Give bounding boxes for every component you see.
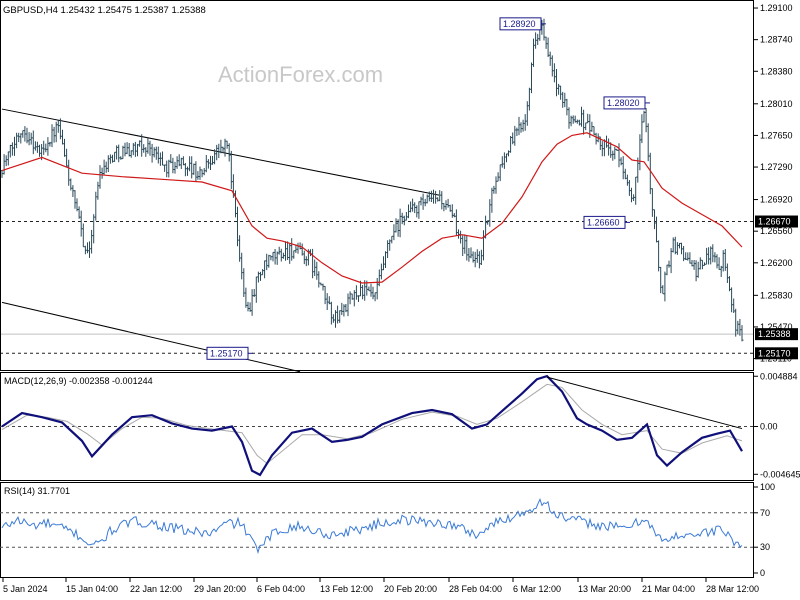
time-tick-label: 5 Jan 2024 xyxy=(3,584,48,594)
rsi-line xyxy=(1,497,743,555)
time-tick-label: 29 Jan 20:00 xyxy=(194,584,246,594)
macd-tick-label: 0.004884 xyxy=(760,371,798,381)
price-trendline xyxy=(1,301,301,373)
macd-line xyxy=(1,374,743,477)
time-tick-label: 21 Mar 04:00 xyxy=(642,584,695,594)
moving-average-line xyxy=(1,132,743,284)
price-panel-frame xyxy=(0,0,754,371)
time-tick-label: 28 Mar 12:00 xyxy=(706,584,759,594)
price-tick-label: 1.29100 xyxy=(760,3,793,13)
time-tick-label: 28 Feb 04:00 xyxy=(449,584,502,594)
price-tick-label: 1.28010 xyxy=(760,99,793,109)
rsi-title: RSI(14) 31.7701 xyxy=(4,486,70,496)
price-level-tag xyxy=(755,215,798,228)
watermark: ActionForex.com xyxy=(218,62,383,87)
time-axis: 5 Jan 2024 15 Jan 04:00 22 Jan 12:00 29 Jan… xyxy=(2,577,759,594)
macd-panel: 0.004884 0.00 -0.004645 MACD(12,26,9) -0.0… xyxy=(0,371,800,481)
macd-lines xyxy=(1,374,743,477)
price-level-tag-label: 1.25388 xyxy=(758,329,791,339)
rsi-axis: 100 70 30 0 xyxy=(754,482,775,578)
price-panel: ActionForex.com 1.29100 1.28740 1.28380 1.2… xyxy=(0,0,798,373)
macd-tick-label: 0.00 xyxy=(760,422,778,432)
rsi-panel-frame xyxy=(0,482,754,578)
time-tick-label: 6 Feb 04:00 xyxy=(257,584,305,594)
price-tick-label: 1.25830 xyxy=(760,290,793,300)
price-tick-label: 1.25470 xyxy=(760,322,793,332)
annotation-label: 1.28020 xyxy=(607,98,640,108)
price-tick-label: 1.26560 xyxy=(760,226,793,236)
time-tick-label: 13 Mar 20:00 xyxy=(578,584,631,594)
rsi-tick-label: 30 xyxy=(760,542,770,552)
annotation-box xyxy=(206,346,249,360)
price-title-background xyxy=(1,1,239,19)
rsi-tick-label: 70 xyxy=(760,508,770,518)
price-axis-labels: 1.26670 1.25170 1.25388 xyxy=(755,215,798,360)
annotation-box xyxy=(603,96,646,110)
time-tick-label: 6 Mar 12:00 xyxy=(513,584,561,594)
price-title: GBPUSD,H4 1.25432 1.25475 1.25387 1.2538… xyxy=(3,5,206,16)
annotation-label: 1.28920 xyxy=(503,19,536,29)
annotation-label: 1.26660 xyxy=(587,217,620,227)
time-tick-label: 13 Feb 12:00 xyxy=(320,584,373,594)
price-level-tag xyxy=(755,328,798,341)
rsi-panel: 100 70 30 0 RSI(14) 31.7701 xyxy=(0,482,775,578)
rsi-tick-label: 0 xyxy=(760,568,765,578)
macd-axis: 0.004884 0.00 -0.004645 xyxy=(754,371,800,479)
macd-trendline xyxy=(546,376,743,430)
price-tick-label: 1.28740 xyxy=(760,35,793,45)
time-tick-label: 20 Feb 20:00 xyxy=(384,584,437,594)
moving-average xyxy=(1,132,743,284)
price-tick-label: 1.27650 xyxy=(760,130,793,140)
price-tick-label: 1.26200 xyxy=(760,258,793,268)
price-tick-label: 1.28380 xyxy=(760,66,793,76)
price-level-lines xyxy=(0,221,754,354)
annotation-label: 1.25170 xyxy=(210,348,243,358)
annotation-box xyxy=(499,17,542,31)
macd-title: MACD(12,26,9) -0.002358 -0.001244 xyxy=(4,376,153,386)
rsi-tick-label: 100 xyxy=(760,482,775,492)
price-level-tag xyxy=(755,347,798,360)
rsi-line xyxy=(1,497,743,555)
macd-trendline xyxy=(546,376,743,430)
time-tick-label: 15 Jan 04:00 xyxy=(66,584,118,594)
price-annotations: 1.28920 1.28020 1.26660 1.25170 xyxy=(206,17,650,360)
macd-tick-label: -0.004645 xyxy=(760,469,800,479)
price-tick-label: 1.26920 xyxy=(760,195,793,205)
time-tick-label: 22 Jan 12:00 xyxy=(130,584,182,594)
annotation-box xyxy=(583,215,626,229)
macd-signal-line xyxy=(1,383,743,465)
price-level-tag-label: 1.26670 xyxy=(758,217,791,227)
price-level-tag-label: 1.25170 xyxy=(758,348,791,358)
price-tick-label: 1.27290 xyxy=(760,162,793,172)
price-bars xyxy=(0,18,744,342)
price-ohlc-bars xyxy=(0,18,744,342)
